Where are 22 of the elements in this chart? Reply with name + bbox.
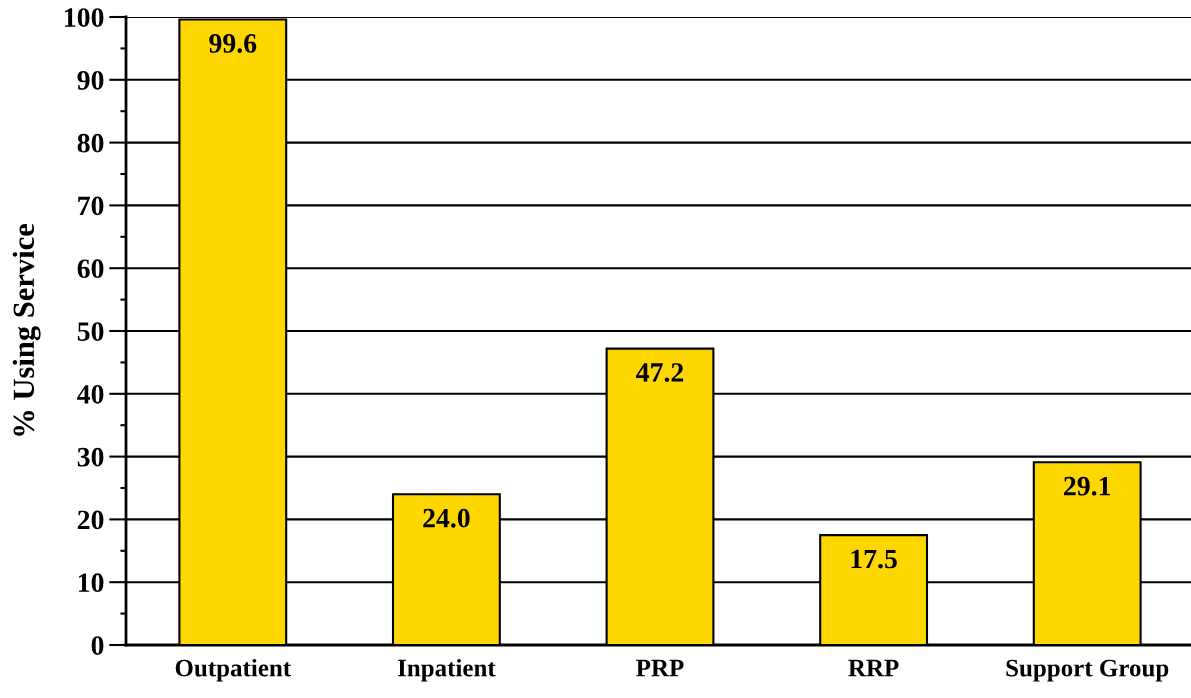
x-tick-label: Support Group <box>1006 659 1169 682</box>
y-tick-label: 100 <box>65 8 104 27</box>
y-tick-label: 20 <box>77 510 104 530</box>
y-tick-label: 80 <box>77 133 104 153</box>
y-tick-label: 60 <box>77 259 104 279</box>
y-tick-label: 50 <box>77 322 104 341</box>
y-tick-label: 30 <box>77 447 104 467</box>
x-tick-label: RRP <box>848 659 899 677</box>
x-tick-label: Outpatient <box>175 658 292 682</box>
y-tick-label: 0 <box>91 636 104 655</box>
data-label: 29.1 <box>1064 476 1111 496</box>
data-label: 47.2 <box>636 363 684 382</box>
data-label: 17.5 <box>851 549 897 569</box>
data-label: 99.6 <box>209 34 257 53</box>
y-tick-label: 40 <box>77 384 104 404</box>
y-tick-label: 70 <box>78 196 104 216</box>
x-tick-label: Inpatient <box>397 658 496 682</box>
y-tick-label: 10 <box>78 573 104 593</box>
y-axis-title: % Using Service <box>12 224 41 436</box>
x-tick-label: PRP <box>636 659 684 677</box>
data-label: 24.0 <box>423 508 470 528</box>
y-tick-label: 90 <box>77 70 104 90</box>
